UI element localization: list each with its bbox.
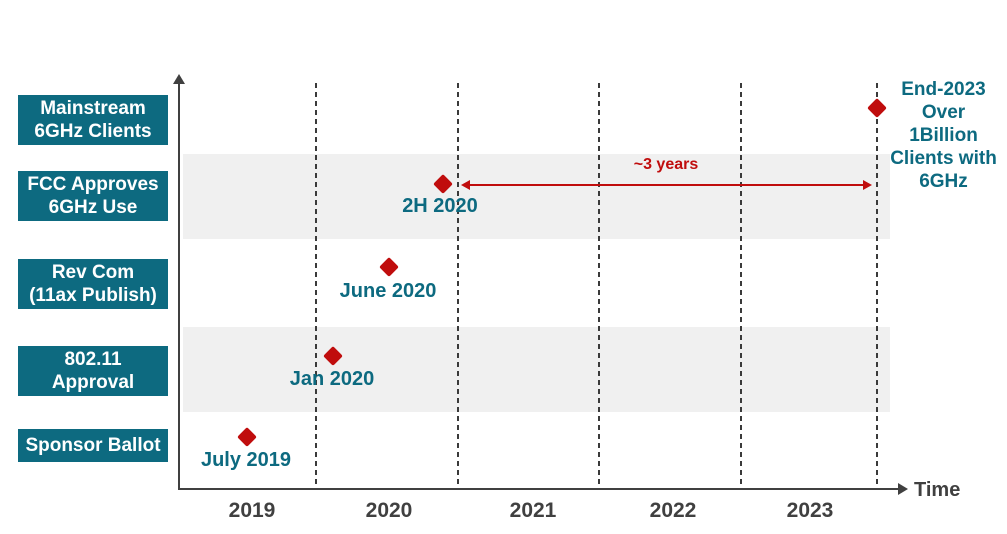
milestone-marker-june-2020 [379,257,399,277]
year-tick-label: 2021 [509,499,557,522]
x-axis-title: Time [914,479,961,501]
row-label-rev-com-11ax-publish: Rev Com (11ax Publish) [18,259,168,309]
x-axis-arrow-icon [898,483,908,495]
row-label-text: Mainstream 6GHz Clients [34,98,152,142]
x-axis [178,488,898,490]
year-gridline-2022 [598,83,600,490]
milestone-date-label: Jan 2020 [289,368,375,390]
milestone-marker-july-2019 [237,427,257,447]
year-gridline-2024 [876,83,878,490]
row-label-text: Sponsor Ballot [25,435,161,456]
year-gridline-2020 [315,83,317,490]
year-tick-label: 2022 [649,499,697,522]
row-label-mainstream-6ghz-clients: Mainstream 6GHz Clients [18,95,168,145]
row-band-fcc [183,154,890,239]
milestone-date-label: June 2020 [339,280,437,302]
duration-arrow-right-head-icon [863,180,872,190]
year-gridline-2021 [457,83,459,490]
y-axis-arrow-icon [173,74,185,84]
row-label-sponsor-ballot: Sponsor Ballot [18,429,168,462]
duration-arrow-label: ~3 years [633,156,699,173]
year-tick-label: 2019 [228,499,276,522]
end-2023-callout: End-2023 Over 1Billion Clients with 6GHz [890,79,997,192]
y-axis [178,84,180,490]
year-gridline-2023 [740,83,742,490]
duration-arrow-line [468,184,864,186]
row-label-80211-approval: 802.11 Approval [18,346,168,396]
milestone-date-label: 2H 2020 [402,195,478,217]
duration-arrow-left-head-icon [461,180,470,190]
year-tick-label: 2023 [786,499,834,522]
row-label-text: Rev Com (11ax Publish) [29,262,157,306]
row-label-text: 802.11 Approval [51,349,135,393]
year-tick-label: 2020 [365,499,413,522]
milestone-date-label: July 2019 [200,449,292,471]
row-label-text: FCC Approves 6GHz Use [27,174,159,218]
row-band-80211 [183,327,890,412]
row-label-fcc-approves-6ghz-use: FCC Approves 6GHz Use [18,171,168,221]
